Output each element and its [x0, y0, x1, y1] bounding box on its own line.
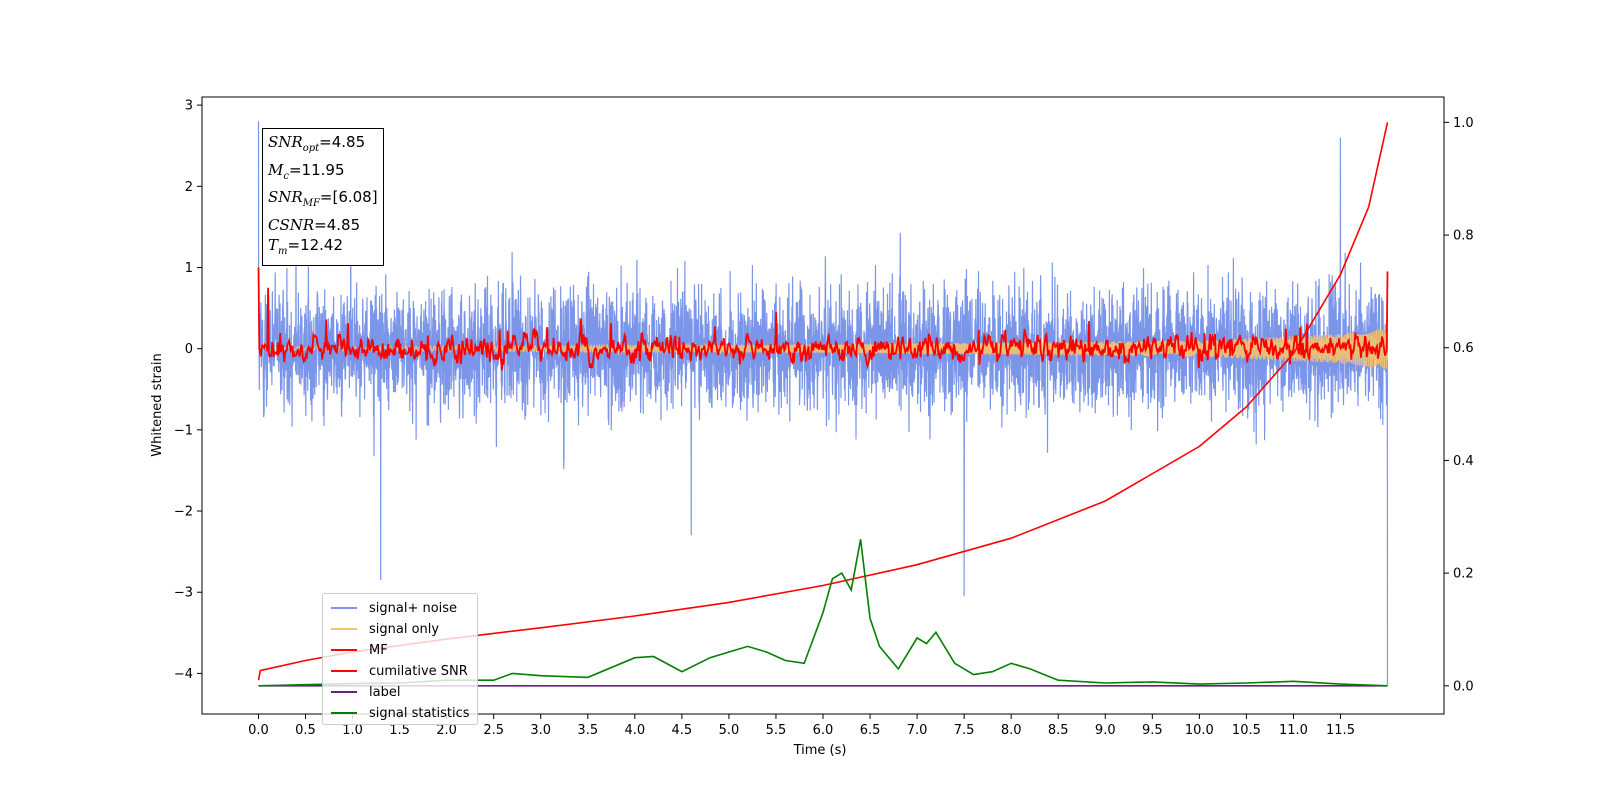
x-axis: 0.0 0.5 1.0 1.5 2.0 2.5 3.0 3.5 4.0 4.5 5.0 5.5 6.0 6…	[248, 714, 1355, 738]
tm-value: 12.42	[300, 236, 344, 254]
y2-tick-label: 0.8	[1453, 229, 1474, 244]
csnr-value: 4.85	[326, 215, 361, 234]
csnr-line: CSNR=4.85	[268, 215, 361, 234]
x-tick-label: 2.0	[436, 723, 457, 738]
legend-label: signal+ noise	[369, 600, 458, 616]
legend-swatch	[331, 649, 357, 651]
x-tick-label: 3.0	[530, 723, 551, 738]
y-tick-label: 0	[185, 342, 193, 357]
x-tick-label: 5.5	[766, 723, 787, 738]
x-tick-label: 0.0	[248, 723, 269, 738]
legend-label: label	[369, 684, 401, 700]
legend-item: signal statistics	[331, 704, 470, 722]
legend: signal+ noise signal only MF cumilative …	[322, 593, 478, 725]
x-tick-label: 8.5	[1048, 723, 1069, 738]
x-tick-label: 10.0	[1185, 723, 1214, 738]
x-tick-label: 7.0	[907, 723, 928, 738]
snr-opt-line: SNRopt=4.85	[268, 133, 366, 154]
legend-label: signal only	[369, 621, 440, 637]
series-mf-line	[257, 267, 1389, 371]
y-tick-label: 2	[185, 180, 193, 195]
y-tick-label: −4	[174, 667, 193, 682]
x-tick-label: 3.5	[577, 723, 598, 738]
legend-label: cumilative SNR	[369, 663, 468, 679]
x-tick-label: 2.5	[483, 723, 504, 738]
snr-mf-line: SNRMF=[6.08]	[268, 188, 378, 209]
legend-swatch	[331, 712, 357, 714]
y2-tick-label: 0.2	[1453, 567, 1474, 582]
y-tick-label: 3	[185, 99, 193, 114]
y-tick-label: −1	[174, 423, 193, 438]
y-tick-label: 1	[185, 261, 193, 276]
legend-item: label	[331, 683, 400, 701]
stats-annotation-box: SNRopt=4.85 Mc=11.95 SNRMF=[6.08] CSNR=4…	[262, 128, 384, 266]
x-tick-label: 7.5	[954, 723, 975, 738]
x-tick-label: 4.5	[672, 723, 693, 738]
legend-label: signal statistics	[369, 705, 470, 721]
x-tick-label: 4.0	[624, 723, 645, 738]
x-tick-label: 1.5	[389, 723, 410, 738]
legend-item: signal+ noise	[331, 599, 457, 617]
legend-swatch	[331, 607, 357, 609]
series-signal-statistics-line	[258, 539, 1388, 687]
x-tick-label: 8.0	[1001, 723, 1022, 738]
y2-tick-label: 0.6	[1453, 341, 1474, 356]
legend-swatch	[331, 628, 357, 630]
x-tick-label: 5.0	[719, 723, 740, 738]
snr-mf-value: [6.08]	[332, 188, 378, 206]
x-axis-label: Time (s)	[793, 743, 847, 758]
x-tick-label: 1.0	[342, 723, 363, 738]
x-tick-label: 11.0	[1279, 723, 1308, 738]
legend-item: cumilative SNR	[331, 662, 468, 680]
y-tick-label: −2	[174, 505, 193, 520]
y2-tick-label: 1.0	[1453, 116, 1474, 131]
legend-item: signal only	[331, 620, 439, 638]
x-tick-label: 9.5	[1142, 723, 1163, 738]
legend-swatch	[331, 691, 357, 693]
y-axis-right: 1.0 0.8 0.6 0.4 0.2 0.0	[1444, 116, 1474, 694]
y-axis-label: Whitened strain	[150, 353, 165, 456]
legend-swatch	[331, 670, 357, 672]
legend-item: MF	[331, 641, 388, 659]
x-tick-label: 10.5	[1232, 723, 1261, 738]
x-tick-label: 9.0	[1095, 723, 1116, 738]
legend-label: MF	[369, 642, 388, 658]
y-tick-label: −3	[174, 586, 193, 601]
x-tick-label: 6.5	[860, 723, 881, 738]
x-tick-label: 6.0	[813, 723, 834, 738]
y-axis-left: 3 2 1 0 −1 −2 −3 −4	[174, 99, 202, 682]
x-tick-label: 0.5	[295, 723, 316, 738]
y2-tick-label: 0.4	[1453, 454, 1474, 469]
tm-line: Tm=12.42	[268, 236, 344, 257]
y2-tick-label: 0.0	[1453, 679, 1474, 694]
mc-value: 11.95	[301, 160, 345, 179]
snr-opt-value: 4.85	[331, 133, 366, 151]
x-tick-label: 11.5	[1326, 723, 1355, 738]
mc-line: Mc=11.95	[268, 160, 345, 182]
